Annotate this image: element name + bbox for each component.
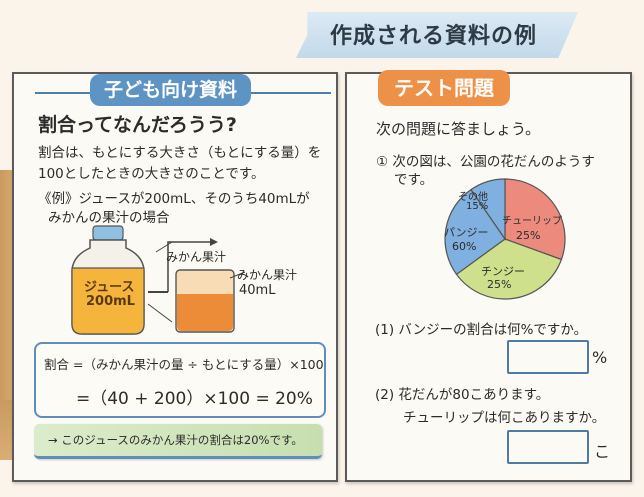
pie-value-tulip: 25% [516, 229, 541, 242]
subquestion-2-line1: (2) 花だんが80こあります。 [375, 387, 550, 403]
formula-box [34, 342, 326, 418]
pie-label-other: その他 [458, 192, 488, 203]
definition-line2: 100としたときの大きさのことです。 [38, 166, 265, 182]
bottle-label-line2: 200mL [86, 294, 135, 309]
answer-input-2[interactable] [507, 430, 589, 464]
conclusion-text: → このジュースのみかん果汁の割合は20%です。 [48, 433, 303, 447]
subquestion-2-line2: チューリップは何こありますか。 [403, 410, 606, 426]
formula-line2: =（40 + 200）×100 = 20% [76, 389, 313, 409]
instruction: 次の問題に答ましょう。 [376, 120, 541, 138]
q1-line1: ① 次の図は、公園の花だんのようす [376, 154, 595, 170]
definition-line1: 割合は、もとにする大きさ（もとにする量）を [38, 145, 322, 161]
unit-percent: % [592, 348, 608, 367]
formula-line1: 割合 =（みかん果汁の量 ÷ もとにする量）×100 [44, 357, 324, 372]
unit-ko: こ [594, 442, 611, 461]
subquestion-1: (1) バンジーの割合は何%ですか。 [375, 322, 588, 338]
pie-chart [444, 178, 566, 300]
pie-label-pansy: パンジー [444, 226, 489, 239]
test-tab: テスト問題 [378, 70, 510, 106]
pie-value-pansy: 60% [452, 240, 477, 253]
cup-title: みかん果汁 [166, 250, 227, 264]
pie-label-chinjii: チンジー [481, 265, 525, 278]
page-title: 作成される資料の例 [330, 24, 538, 49]
juice-illustration [71, 225, 246, 335]
answer-input-1[interactable] [507, 340, 589, 374]
q1-line2: です。 [394, 172, 434, 188]
example-line1: 《例》ジュースが200mL、そのうち40mLが [38, 191, 310, 207]
cup-label-line2: 40mL [239, 283, 276, 298]
pie-value-chinjii: 25% [487, 278, 512, 291]
cup-label-line1: みかん果汁 [237, 268, 298, 282]
heading: 割合ってなんだろうう? [38, 114, 237, 136]
conclusion-note [34, 424, 322, 459]
pie-label-tulip: チューリップ [502, 216, 562, 227]
pie-value-other: 15% [466, 201, 489, 212]
bottle-label-line1: ジュース [84, 280, 135, 295]
kids-material-tab: 子ども向け資料 [90, 74, 252, 106]
example-line2: みかんの果汁の場合 [48, 210, 170, 226]
title-ribbon [296, 12, 578, 58]
